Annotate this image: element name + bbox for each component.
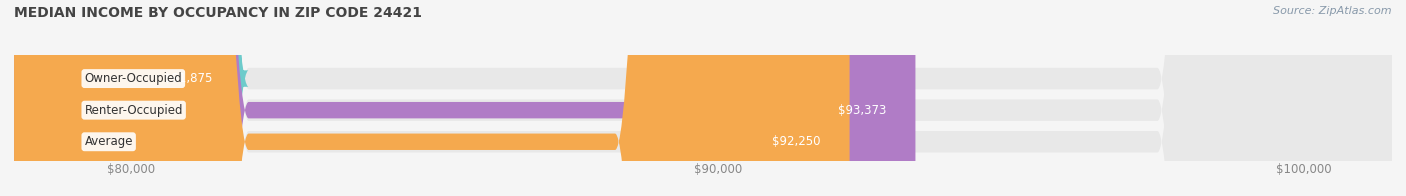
FancyBboxPatch shape bbox=[14, 0, 1392, 196]
Text: Source: ZipAtlas.com: Source: ZipAtlas.com bbox=[1274, 6, 1392, 16]
FancyBboxPatch shape bbox=[14, 0, 1392, 196]
Text: Renter-Occupied: Renter-Occupied bbox=[84, 104, 183, 117]
FancyBboxPatch shape bbox=[14, 0, 849, 196]
Text: $81,875: $81,875 bbox=[163, 72, 212, 85]
FancyBboxPatch shape bbox=[7, 0, 249, 196]
Text: Average: Average bbox=[84, 135, 134, 148]
FancyBboxPatch shape bbox=[14, 0, 1392, 196]
FancyBboxPatch shape bbox=[14, 0, 915, 196]
Text: MEDIAN INCOME BY OCCUPANCY IN ZIP CODE 24421: MEDIAN INCOME BY OCCUPANCY IN ZIP CODE 2… bbox=[14, 6, 422, 20]
Text: Owner-Occupied: Owner-Occupied bbox=[84, 72, 183, 85]
Text: $93,373: $93,373 bbox=[838, 104, 886, 117]
Text: $92,250: $92,250 bbox=[772, 135, 820, 148]
